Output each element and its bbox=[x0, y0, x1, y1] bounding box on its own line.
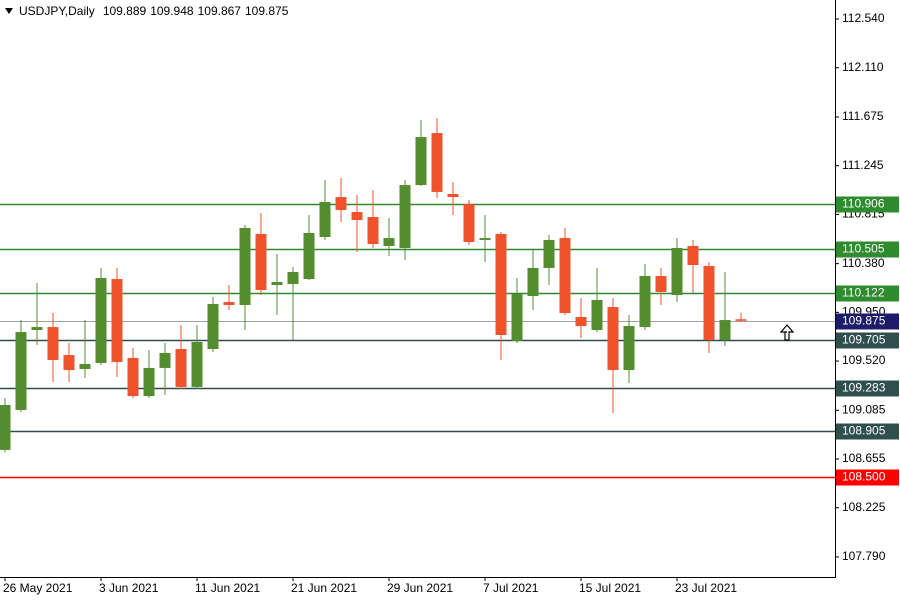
candle-body bbox=[95, 278, 107, 363]
candle-body bbox=[111, 279, 123, 362]
x-tick-label: 26 May 2021 bbox=[3, 581, 73, 595]
candle-body bbox=[319, 202, 331, 238]
candle-body bbox=[159, 352, 171, 368]
candle-body bbox=[303, 232, 315, 280]
current-price-label: 109.875 bbox=[842, 314, 886, 328]
candle-body bbox=[287, 272, 299, 285]
candle-body bbox=[351, 212, 363, 221]
candle-body bbox=[735, 319, 747, 321]
header-close: 109.875 bbox=[245, 4, 289, 18]
header-high: 109.948 bbox=[150, 4, 194, 18]
y-tick-label: 108.655 bbox=[842, 451, 886, 465]
candle-body bbox=[367, 216, 379, 245]
symbol: USDJPY,Daily bbox=[19, 4, 95, 18]
candle-body bbox=[143, 367, 155, 397]
x-tick-label: 21 Jun 2021 bbox=[291, 581, 357, 595]
candle-body bbox=[271, 281, 283, 286]
level-label-box bbox=[836, 423, 899, 440]
level-label-box bbox=[836, 332, 899, 349]
menu-triangle[interactable] bbox=[5, 8, 13, 14]
candle-body bbox=[527, 267, 539, 297]
y-tick-label: 109.520 bbox=[842, 353, 886, 367]
candle-body bbox=[479, 238, 491, 240]
candle-body bbox=[623, 326, 635, 370]
level-label-box bbox=[836, 285, 899, 302]
candle-body bbox=[575, 316, 587, 327]
x-tick-label: 15 Jul 2021 bbox=[579, 581, 641, 595]
level-label: 109.283 bbox=[842, 381, 886, 395]
y-tick-label: 107.790 bbox=[842, 549, 886, 563]
candle-body bbox=[15, 332, 27, 410]
level-label: 110.122 bbox=[842, 286, 885, 300]
y-tick-label: 111.675 bbox=[842, 109, 884, 123]
x-tick-label: 29 Jun 2021 bbox=[387, 581, 453, 595]
candle-body bbox=[79, 363, 91, 369]
header-open: 109.889 bbox=[103, 4, 147, 18]
candle-body bbox=[207, 303, 219, 350]
plot-area bbox=[0, 118, 835, 479]
candle-body bbox=[495, 233, 507, 335]
x-tick-label: 11 Jun 2021 bbox=[195, 581, 260, 595]
level-label: 110.906 bbox=[842, 197, 885, 211]
candle-body bbox=[383, 238, 395, 246]
candle-body bbox=[431, 133, 443, 192]
candle-body bbox=[335, 197, 347, 210]
arrow-icon bbox=[779, 324, 795, 341]
candle-body bbox=[671, 248, 683, 296]
candle-body bbox=[639, 275, 651, 328]
candle-body bbox=[0, 404, 11, 450]
level-label: 110.505 bbox=[842, 242, 885, 256]
candle-body bbox=[399, 185, 411, 249]
level-label-box bbox=[836, 241, 899, 258]
current-price-box bbox=[836, 313, 899, 330]
candle-body bbox=[415, 137, 427, 186]
candle-body bbox=[655, 275, 667, 292]
y-tick-label: 111.245 bbox=[842, 158, 884, 172]
candle-body bbox=[591, 299, 603, 331]
candle-body bbox=[543, 239, 555, 268]
level-label: 109.705 bbox=[842, 333, 886, 347]
candle-body bbox=[63, 355, 75, 370]
candle-body bbox=[703, 266, 715, 340]
y-tick-label: 112.540 bbox=[842, 11, 885, 25]
level-label: 108.500 bbox=[842, 470, 886, 484]
candle-body bbox=[687, 245, 699, 266]
x-tick-label: 3 Jun 2021 bbox=[99, 581, 159, 595]
x-tick-label: 23 Jul 2021 bbox=[675, 581, 737, 595]
level-label-box bbox=[836, 469, 899, 486]
candle-body bbox=[447, 193, 459, 198]
candle-body bbox=[191, 342, 203, 387]
y-tick-label: 110.380 bbox=[842, 256, 885, 270]
level-label-box bbox=[836, 196, 899, 213]
header-low: 109.867 bbox=[198, 4, 242, 18]
candle-body bbox=[255, 233, 267, 291]
candle-body bbox=[559, 238, 571, 314]
candle-body bbox=[239, 227, 251, 305]
candle-body bbox=[719, 320, 731, 340]
level-label: 108.905 bbox=[842, 424, 886, 438]
y-tick-label: 109.085 bbox=[842, 402, 886, 416]
candle-body bbox=[175, 349, 187, 387]
x-tick-label: 7 Jul 2021 bbox=[483, 581, 539, 595]
candle-body bbox=[511, 293, 523, 341]
candle-body bbox=[463, 203, 475, 243]
level-label-box bbox=[836, 380, 899, 397]
candle-body bbox=[47, 327, 59, 361]
candle-body bbox=[127, 357, 139, 397]
candle-body bbox=[31, 327, 43, 331]
candle-body bbox=[223, 302, 235, 305]
y-tick-label: 112.110 bbox=[842, 60, 884, 74]
header: USDJPY,Daily 109.889 109.948 109.867 109.875 bbox=[19, 4, 289, 18]
candle-body bbox=[607, 307, 619, 370]
y-tick-label: 108.225 bbox=[842, 500, 886, 514]
